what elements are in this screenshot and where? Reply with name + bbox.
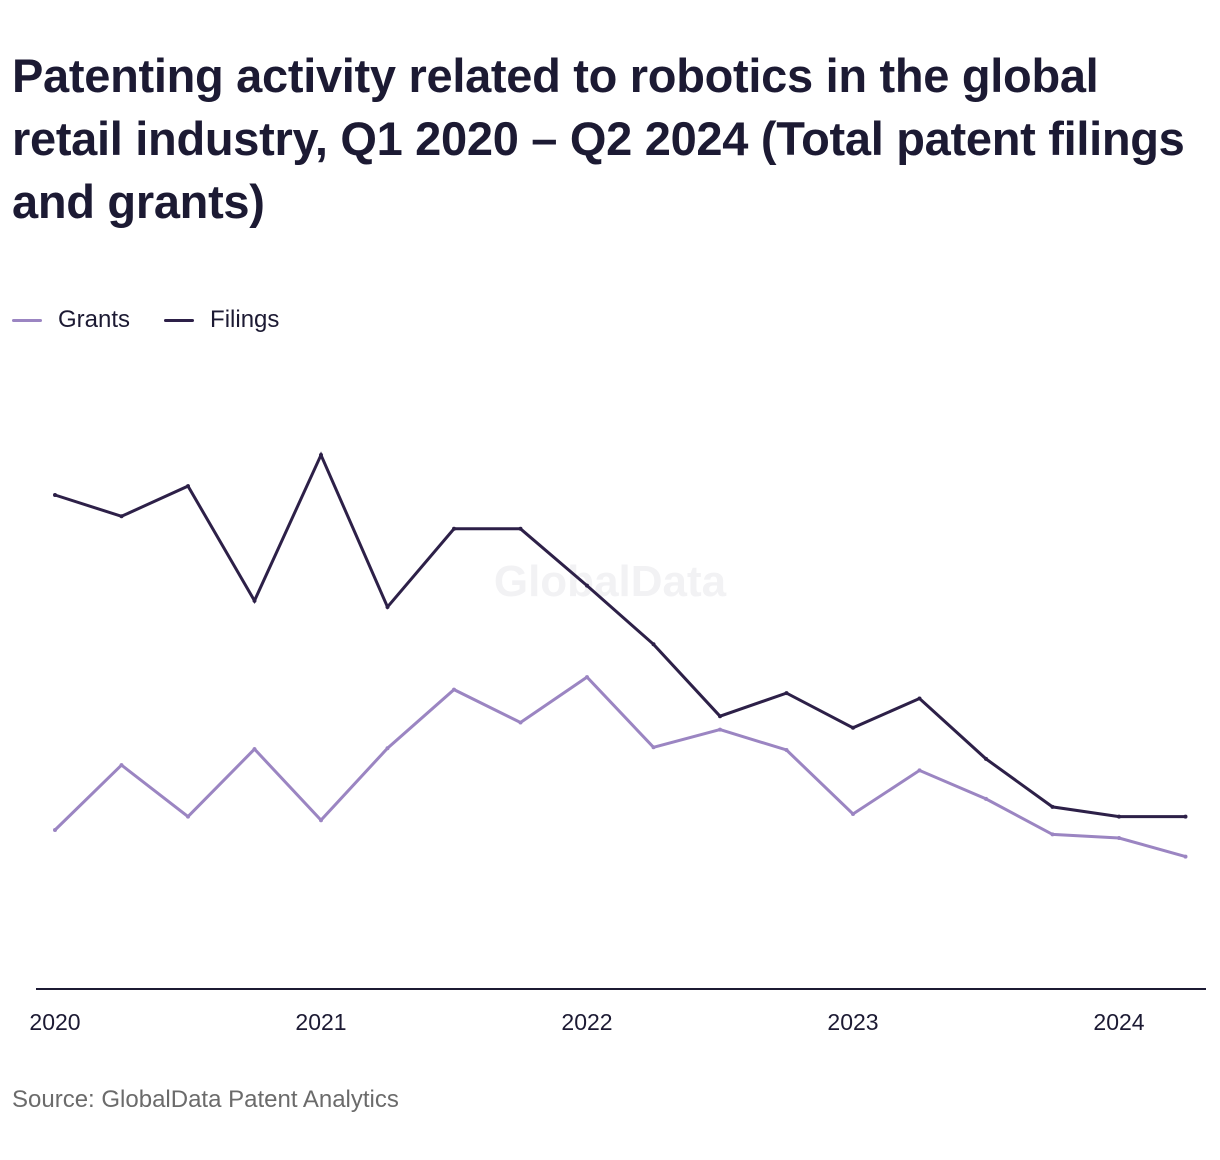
data-point-filings xyxy=(1050,804,1055,809)
data-point-grants xyxy=(1117,836,1121,840)
data-point-filings xyxy=(585,583,589,588)
data-point-grants xyxy=(518,720,523,725)
source-note: Source: GlobalData Patent Analytics xyxy=(12,1086,399,1113)
legend-item-filings: Filings xyxy=(164,306,279,334)
data-point-grants xyxy=(186,814,190,819)
legend-swatch-grants xyxy=(12,318,42,322)
data-point-filings xyxy=(518,526,523,531)
data-point-filings xyxy=(851,725,855,730)
data-point-grants xyxy=(252,747,257,752)
legend-label-grants: Grants xyxy=(58,306,131,333)
data-point-grants xyxy=(651,745,656,750)
watermark: GlobalData xyxy=(494,557,727,606)
data-point-filings xyxy=(319,453,323,457)
data-point-filings xyxy=(917,696,922,701)
data-point-filings xyxy=(1183,814,1188,819)
data-point-filings xyxy=(452,526,456,531)
data-point-grants xyxy=(319,818,323,823)
data-point-filings xyxy=(53,493,57,497)
line-chart: GlobalData 2020 2021 2022 2023 2024 xyxy=(29,451,1206,1035)
data-point-grants xyxy=(1050,832,1055,837)
data-point-grants xyxy=(1183,854,1188,859)
data-point-grants xyxy=(585,675,589,680)
data-point-grants xyxy=(984,796,988,801)
x-tick-label: 2020 xyxy=(29,1009,80,1035)
data-point-grants xyxy=(851,812,855,816)
x-tick-label: 2024 xyxy=(1093,1009,1144,1035)
chart-title: Patenting activity related to robotics i… xyxy=(12,49,1185,228)
data-point-filings xyxy=(252,598,257,603)
x-axis-ticks: 2020 2021 2022 2023 2024 xyxy=(29,1009,1144,1035)
data-point-grants xyxy=(718,727,722,732)
x-tick-label: 2022 xyxy=(561,1009,612,1035)
data-point-grants xyxy=(917,768,922,773)
data-point-grants xyxy=(784,748,789,752)
series-layer xyxy=(53,451,1188,859)
data-point-grants xyxy=(452,687,456,692)
data-point-filings xyxy=(651,642,656,647)
legend-label-filings: Filings xyxy=(210,306,280,333)
data-point-filings xyxy=(1117,814,1121,819)
legend-item-grants: Grants xyxy=(12,306,130,334)
data-point-filings xyxy=(784,691,789,696)
data-point-grants xyxy=(385,746,390,751)
data-point-filings xyxy=(984,756,988,761)
data-point-grants xyxy=(53,828,57,832)
x-tick-label: 2021 xyxy=(295,1009,346,1035)
data-point-filings xyxy=(718,714,722,719)
chart-legend: Grants Filings xyxy=(12,306,313,334)
series-line-filings xyxy=(54,451,1186,819)
x-tick-label: 2023 xyxy=(827,1009,878,1035)
data-point-filings xyxy=(385,605,390,609)
data-point-filings xyxy=(186,484,190,489)
legend-swatch-filings xyxy=(164,318,195,322)
series-line-grants xyxy=(53,675,1186,859)
data-point-filings xyxy=(119,514,124,519)
data-point-grants xyxy=(119,763,124,768)
